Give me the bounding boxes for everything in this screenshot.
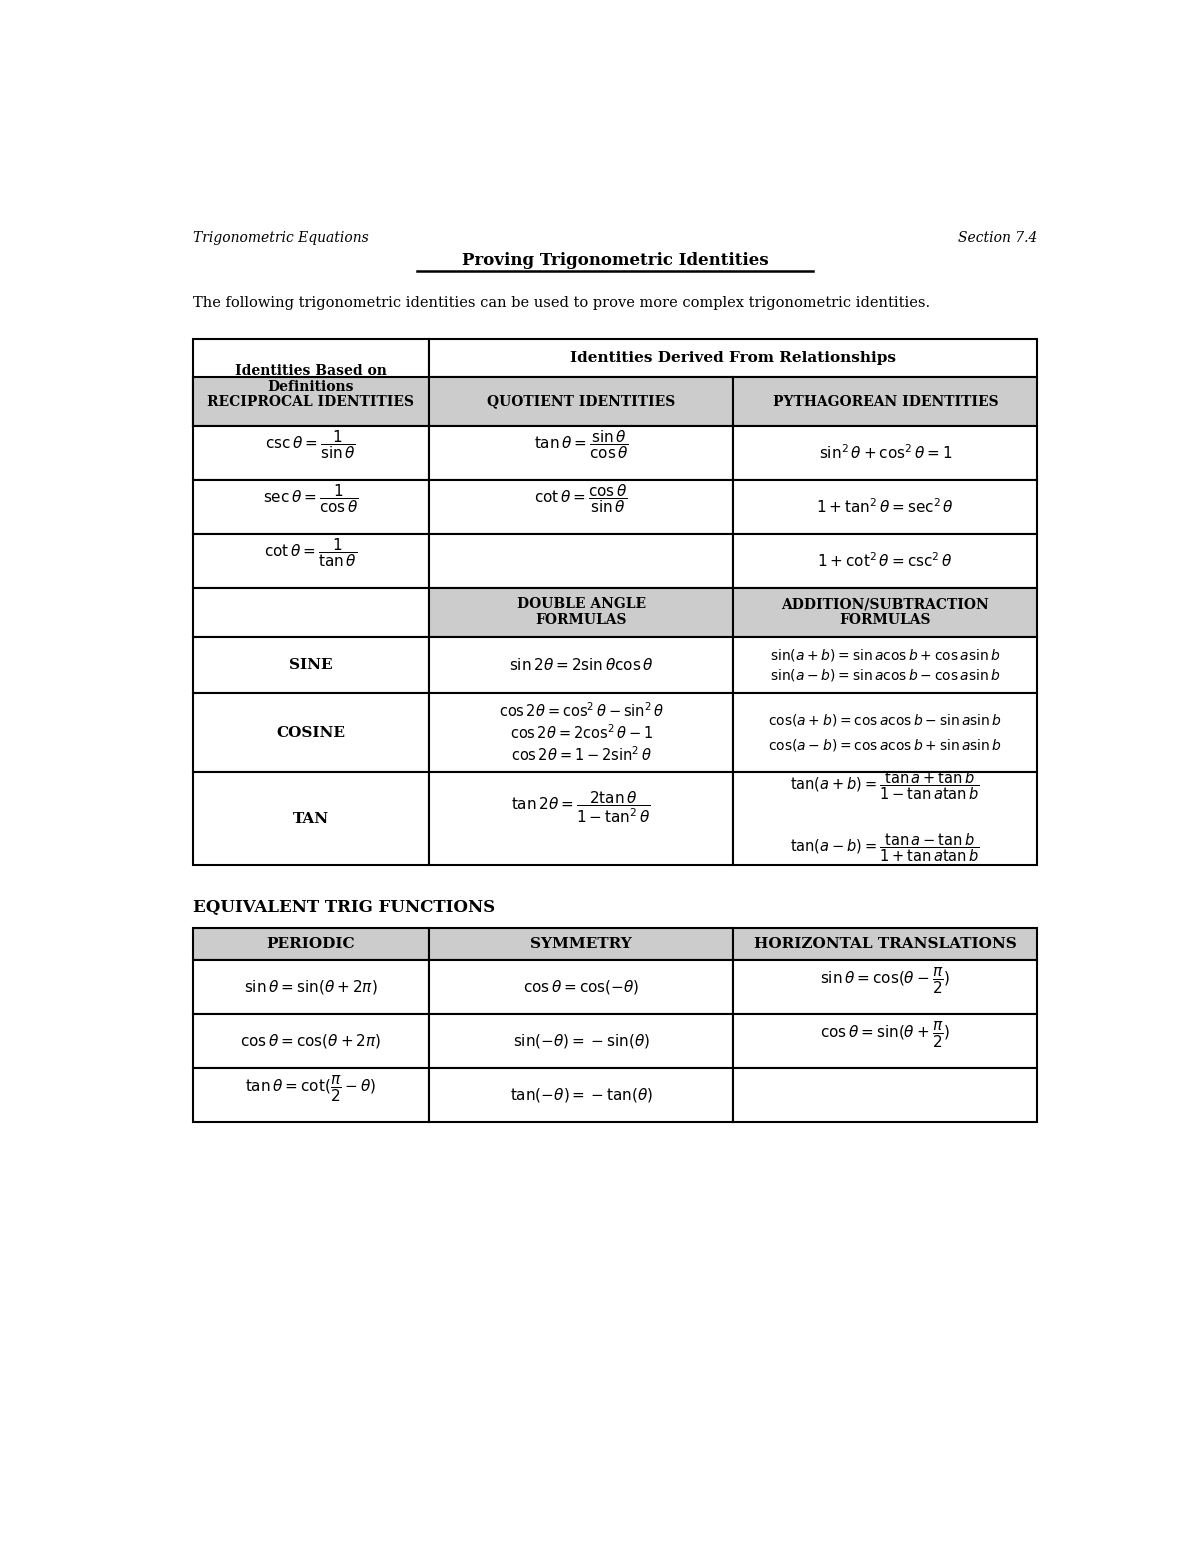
Text: $\tan\theta = \dfrac{\sin\theta}{\cos\theta}$: $\tan\theta = \dfrac{\sin\theta}{\cos\th… bbox=[534, 429, 629, 461]
Text: $\cos 2\theta = \cos^2\theta - \sin^2\theta$: $\cos 2\theta = \cos^2\theta - \sin^2\th… bbox=[498, 702, 664, 721]
Text: $\sin(a-b) = \sin a\cos b - \cos a\sin b$: $\sin(a-b) = \sin a\cos b - \cos a\sin b… bbox=[770, 666, 1001, 683]
Bar bbox=[733, 1014, 1037, 1068]
Text: DOUBLE ANGLE
FORMULAS: DOUBLE ANGLE FORMULAS bbox=[517, 596, 646, 627]
Bar bbox=[193, 480, 430, 534]
Bar bbox=[733, 480, 1037, 534]
Bar bbox=[430, 693, 733, 772]
Text: $\sin(-\theta) = -\sin(\theta)$: $\sin(-\theta) = -\sin(\theta)$ bbox=[512, 1033, 649, 1050]
Bar bbox=[193, 1068, 430, 1121]
Bar bbox=[193, 339, 430, 426]
Text: HORIZONTAL TRANSLATIONS: HORIZONTAL TRANSLATIONS bbox=[754, 936, 1016, 950]
Bar bbox=[733, 960, 1037, 1014]
Bar bbox=[193, 534, 430, 587]
Text: $\cot\theta = \dfrac{1}{\tan\theta}$: $\cot\theta = \dfrac{1}{\tan\theta}$ bbox=[264, 536, 358, 570]
Bar bbox=[430, 927, 733, 960]
Text: $\cos\theta = \cos(\theta + 2\pi)$: $\cos\theta = \cos(\theta + 2\pi)$ bbox=[240, 1033, 382, 1050]
Text: Trigonometric Equations: Trigonometric Equations bbox=[193, 231, 368, 245]
Text: EQUIVALENT TRIG FUNCTIONS: EQUIVALENT TRIG FUNCTIONS bbox=[193, 899, 494, 916]
Text: RECIPROCAL IDENTITIES: RECIPROCAL IDENTITIES bbox=[208, 394, 414, 408]
Text: $\cos 2\theta = 2\cos^2\theta - 1$: $\cos 2\theta = 2\cos^2\theta - 1$ bbox=[510, 724, 653, 742]
Text: $\cos\theta = \sin(\theta + \dfrac{\pi}{2})$: $\cos\theta = \sin(\theta + \dfrac{\pi}{… bbox=[821, 1020, 950, 1050]
Bar bbox=[733, 426, 1037, 480]
Bar bbox=[193, 960, 430, 1014]
Bar bbox=[430, 1068, 733, 1121]
Text: PERIODIC: PERIODIC bbox=[266, 936, 355, 950]
Bar bbox=[430, 1014, 733, 1068]
Text: $\cos 2\theta = 1 - 2\sin^2\theta$: $\cos 2\theta = 1 - 2\sin^2\theta$ bbox=[511, 745, 652, 764]
Text: Identities Derived From Relationships: Identities Derived From Relationships bbox=[570, 351, 896, 365]
Bar bbox=[733, 587, 1037, 637]
Text: $\sin\theta = \sin(\theta + 2\pi)$: $\sin\theta = \sin(\theta + 2\pi)$ bbox=[244, 978, 378, 995]
Text: Section 7.4: Section 7.4 bbox=[958, 231, 1037, 245]
Bar bbox=[193, 927, 430, 960]
Text: $\sec\theta = \dfrac{1}{\cos\theta}$: $\sec\theta = \dfrac{1}{\cos\theta}$ bbox=[263, 483, 359, 516]
Text: SINE: SINE bbox=[289, 658, 332, 672]
Text: $\tan(-\theta) = -\tan(\theta)$: $\tan(-\theta) = -\tan(\theta)$ bbox=[510, 1086, 653, 1104]
Text: $\cot\theta = \dfrac{\cos\theta}{\sin\theta}$: $\cot\theta = \dfrac{\cos\theta}{\sin\th… bbox=[534, 483, 628, 516]
Text: $\cos(a-b) = \cos a\cos b + \sin a\sin b$: $\cos(a-b) = \cos a\cos b + \sin a\sin b… bbox=[768, 738, 1002, 753]
Text: SYMMETRY: SYMMETRY bbox=[530, 936, 632, 950]
Bar bbox=[430, 587, 733, 637]
Bar bbox=[193, 637, 430, 693]
Bar bbox=[733, 637, 1037, 693]
Bar bbox=[733, 927, 1037, 960]
Text: ADDITION/SUBTRACTION
FORMULAS: ADDITION/SUBTRACTION FORMULAS bbox=[781, 596, 989, 627]
Text: $\tan 2\theta = \dfrac{2\tan\theta}{1 - \tan^2\theta}$: $\tan 2\theta = \dfrac{2\tan\theta}{1 - … bbox=[511, 789, 652, 825]
Bar bbox=[193, 587, 430, 637]
Bar bbox=[430, 772, 733, 865]
Text: $\tan\theta = \cot(\dfrac{\pi}{2} - \theta)$: $\tan\theta = \cot(\dfrac{\pi}{2} - \the… bbox=[245, 1075, 377, 1104]
Text: The following trigonometric identities can be used to prove more complex trigono: The following trigonometric identities c… bbox=[193, 297, 930, 311]
Text: COSINE: COSINE bbox=[276, 725, 346, 739]
Text: QUOTIENT IDENTITIES: QUOTIENT IDENTITIES bbox=[487, 394, 676, 408]
Text: $\csc\theta = \dfrac{1}{\sin\theta}$: $\csc\theta = \dfrac{1}{\sin\theta}$ bbox=[265, 429, 356, 461]
Text: $\tan(a+b) = \dfrac{\tan a + \tan b}{1 - \tan a\tan b}$: $\tan(a+b) = \dfrac{\tan a + \tan b}{1 -… bbox=[791, 770, 980, 803]
Bar bbox=[430, 534, 733, 587]
Text: TAN: TAN bbox=[293, 812, 329, 826]
Bar bbox=[193, 693, 430, 772]
Text: $\cos\theta = \cos(-\theta)$: $\cos\theta = \cos(-\theta)$ bbox=[523, 978, 640, 995]
Bar bbox=[733, 377, 1037, 426]
Text: $1 + \tan^2\theta = \sec^2\theta$: $1 + \tan^2\theta = \sec^2\theta$ bbox=[816, 497, 954, 516]
Bar bbox=[430, 637, 733, 693]
Text: Identities Based on
Definitions: Identities Based on Definitions bbox=[235, 363, 386, 394]
Bar bbox=[733, 693, 1037, 772]
Text: $1 + \cot^2\theta = \csc^2\theta$: $1 + \cot^2\theta = \csc^2\theta$ bbox=[817, 551, 953, 570]
Bar bbox=[193, 772, 430, 865]
Bar bbox=[193, 1014, 430, 1068]
Bar bbox=[733, 772, 1037, 865]
Bar bbox=[430, 426, 733, 480]
Bar bbox=[193, 426, 430, 480]
Text: $\tan(a-b) = \dfrac{\tan a - \tan b}{1 + \tan a\tan b}$: $\tan(a-b) = \dfrac{\tan a - \tan b}{1 +… bbox=[791, 831, 980, 863]
Bar bbox=[430, 480, 733, 534]
Bar bbox=[733, 1068, 1037, 1121]
Bar bbox=[430, 960, 733, 1014]
Text: $\sin\theta = \cos(\theta - \dfrac{\pi}{2})$: $\sin\theta = \cos(\theta - \dfrac{\pi}{… bbox=[821, 966, 950, 995]
Bar bbox=[733, 534, 1037, 587]
Text: $\sin(a+b) = \sin a\cos b + \cos a\sin b$: $\sin(a+b) = \sin a\cos b + \cos a\sin b… bbox=[770, 648, 1001, 663]
Text: PYTHAGOREAN IDENTITIES: PYTHAGOREAN IDENTITIES bbox=[773, 394, 998, 408]
Text: Proving Trigonometric Identities: Proving Trigonometric Identities bbox=[462, 252, 768, 269]
Bar bbox=[193, 377, 430, 426]
Bar bbox=[430, 339, 1037, 377]
Text: $\sin 2\theta = 2\sin\theta\cos\theta$: $\sin 2\theta = 2\sin\theta\cos\theta$ bbox=[509, 657, 654, 672]
Bar bbox=[430, 377, 733, 426]
Text: $\sin^2\theta + \cos^2\theta = 1$: $\sin^2\theta + \cos^2\theta = 1$ bbox=[818, 444, 952, 463]
Text: $\cos(a+b) = \cos a\cos b - \sin a\sin b$: $\cos(a+b) = \cos a\cos b - \sin a\sin b… bbox=[768, 713, 1002, 728]
